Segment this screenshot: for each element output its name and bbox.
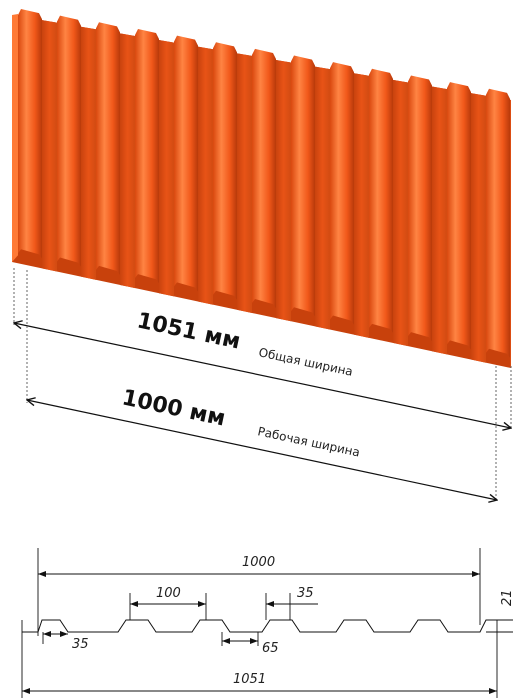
sheet-valley [159,40,174,297]
sheet-valley [120,33,135,289]
corrugated-sheet-image [12,9,511,369]
sheet-rib [252,48,276,309]
sheet-rib [213,42,237,300]
sheet-rib [291,55,315,317]
sheet-valley [42,20,57,272]
sheet-rib [369,68,393,333]
sheet-valley [510,99,511,369]
dim-35-bottom-text: 35 [72,637,89,652]
dim-1051-text: 1051 [233,672,266,687]
sheet-rib [486,88,510,358]
sheet-rib [330,62,354,325]
dim-21-text: 21 [500,589,513,606]
working-width-arrow [27,400,497,500]
sheet-edge [12,14,18,262]
dim-1000-text: 1000 [242,555,275,570]
sheet-rib [174,35,198,292]
sheet-valley [81,26,96,280]
sheet-rib [18,9,42,259]
sheet-valley [393,79,408,347]
profile-cross-section-drawing: 1000 100 35 21 35 65 1051 [21,548,513,698]
overall-width-label: Общая ширина [257,345,354,379]
working-width-label: Рабочая ширина [256,424,361,459]
sheet-rib [447,82,471,350]
working-width-value: 1000 мм [120,385,228,431]
sheet-rib [135,28,159,284]
sheet-rib [57,15,81,267]
sheet-valley [198,46,213,305]
sheet-valley [237,53,252,313]
sheet-valley [354,73,369,338]
dim-65-text: 65 [262,641,279,656]
sheet-valley [315,66,330,330]
sheet-rib [408,75,432,342]
sheet-valley [432,86,447,355]
overall-width-value: 1051 мм [135,308,243,354]
sheet-rib [96,22,120,275]
dim-35-top-text: 35 [297,586,314,601]
profile-outline [22,619,497,633]
dim-100-text: 100 [156,586,181,601]
sheet-valley [471,93,486,363]
sheet-valley [276,59,291,322]
